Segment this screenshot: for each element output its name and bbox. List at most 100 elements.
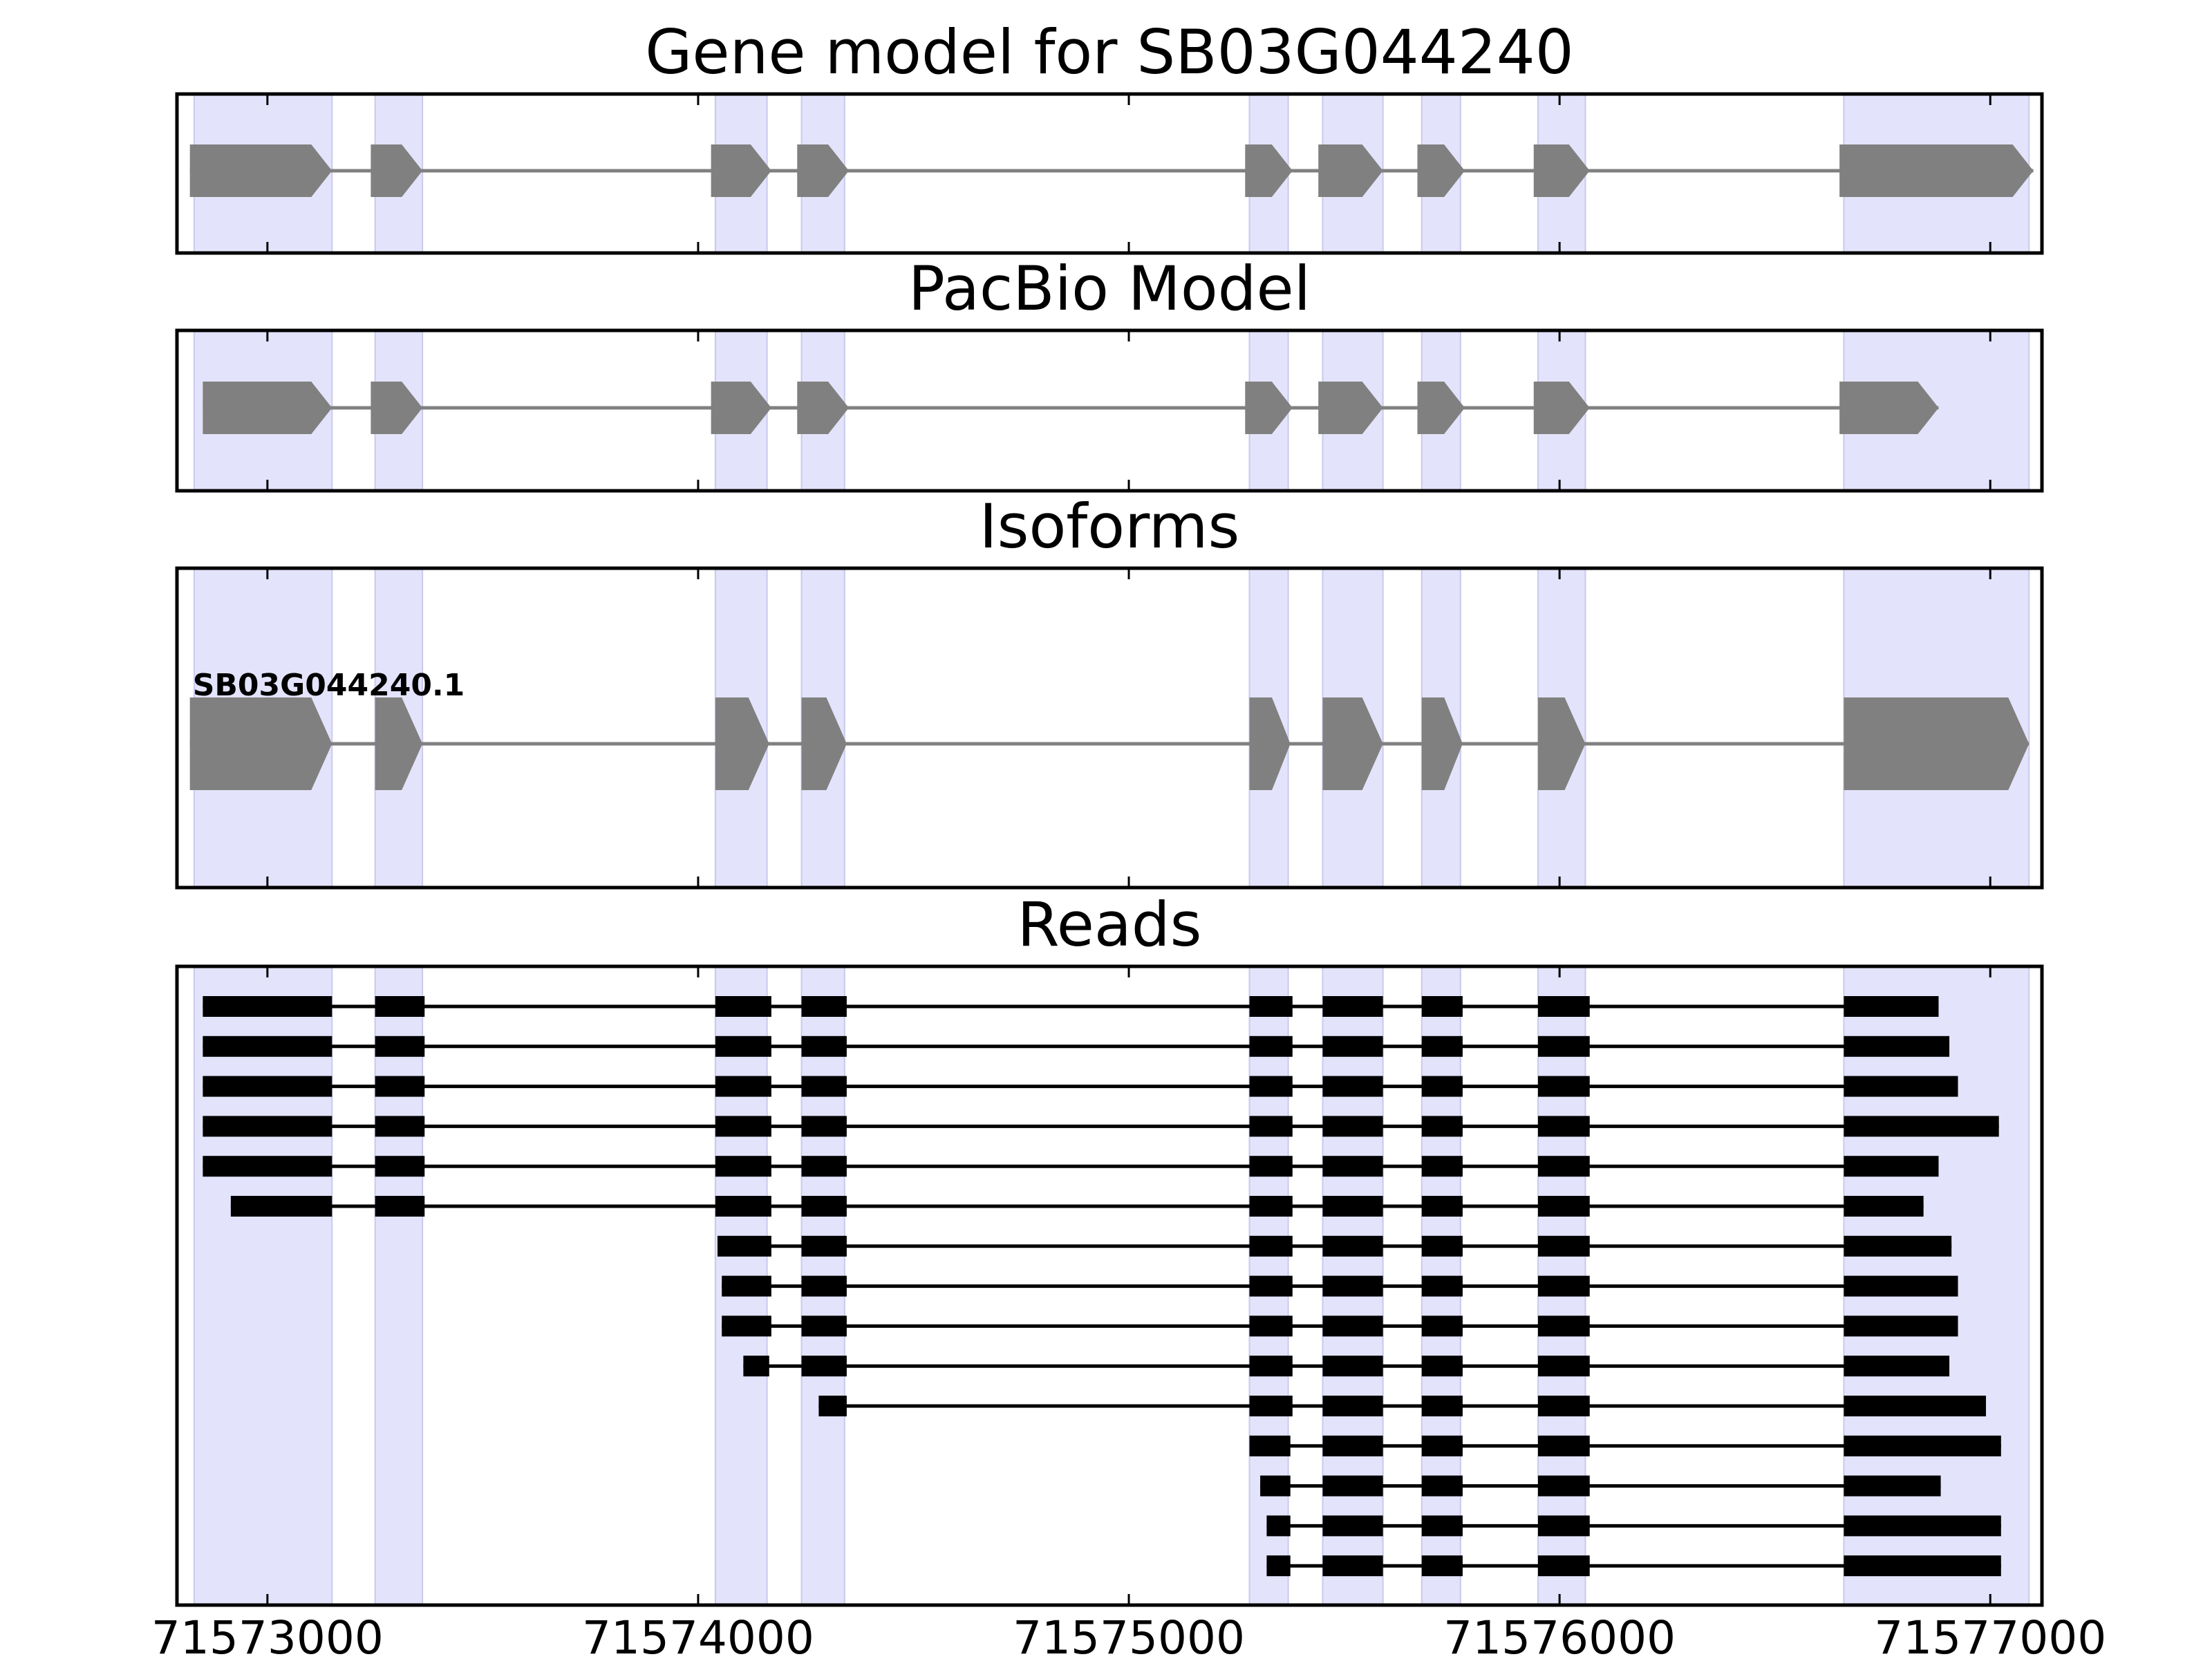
exon-block (715, 697, 769, 790)
panel-0: Gene model for SB03G044240 (175, 17, 2044, 255)
read-row (743, 1356, 1950, 1377)
exon-block (1417, 382, 1465, 434)
read-block (1322, 1555, 1383, 1577)
read-block (1844, 1116, 1999, 1137)
read-block (230, 1196, 332, 1217)
read-block (1249, 1315, 1293, 1337)
panel-ticks (266, 330, 1991, 491)
read-block (1266, 1515, 1291, 1537)
exon-block (189, 697, 332, 790)
exon-block (1839, 144, 2034, 197)
read-block (715, 1076, 771, 1097)
exon-block (711, 382, 771, 434)
panel-frame (175, 92, 2044, 255)
panel-title: Gene model for SB03G044240 (645, 17, 1574, 88)
read-block (1322, 996, 1383, 1017)
read-block (1249, 1275, 1293, 1297)
read-block (801, 1356, 847, 1377)
read-block (722, 1315, 771, 1337)
read-block (715, 1116, 771, 1137)
exon-block (203, 382, 332, 434)
read-row (1249, 1435, 2001, 1456)
read-block (1537, 1275, 1590, 1297)
read-block (1249, 996, 1293, 1017)
exon-block (1245, 144, 1293, 197)
read-block (1249, 1435, 1291, 1456)
read-block (1322, 1076, 1383, 1097)
read-block (1260, 1475, 1291, 1497)
read-row (818, 1396, 1986, 1416)
gene-structure (189, 144, 2034, 197)
exon-block (371, 382, 423, 434)
read-block (375, 1035, 425, 1057)
panel-1: PacBio Model (175, 253, 2044, 493)
read-row (230, 1196, 1924, 1217)
exon-block (1839, 382, 1939, 434)
read-block (1322, 1035, 1383, 1057)
read-block (1537, 1475, 1590, 1497)
exon-block (371, 144, 423, 197)
read-block (1537, 1356, 1590, 1377)
read-block (1844, 1035, 1950, 1057)
read-block (1844, 1555, 2001, 1577)
read-block (1537, 1156, 1590, 1177)
read-block (1537, 1435, 1590, 1456)
read-row (203, 996, 1939, 1017)
exon-block (711, 144, 771, 197)
read-block (1421, 1156, 1463, 1177)
read-row (1266, 1515, 2001, 1537)
panel-title: PacBio Model (908, 253, 1311, 324)
exon-block (1537, 697, 1586, 790)
x-axis: 71573000 71574000 71575000 71576000 71577000 (151, 1611, 2106, 1659)
read-block (715, 1196, 771, 1217)
read-block (1421, 1315, 1463, 1337)
read-block (1322, 1315, 1383, 1337)
read-block (1322, 1435, 1383, 1456)
read-block (1844, 1475, 1941, 1497)
read-block (1537, 1235, 1590, 1257)
read-block (1844, 1235, 1952, 1257)
read-block (1844, 1315, 1958, 1337)
read-block (203, 996, 332, 1017)
read-block (375, 1156, 425, 1177)
read-row (722, 1275, 1958, 1297)
read-block (818, 1396, 847, 1416)
read-block (203, 1116, 332, 1137)
read-block (1537, 1555, 1590, 1577)
read-row (203, 1035, 1950, 1057)
read-block (1249, 1156, 1293, 1177)
read-block (1322, 1356, 1383, 1377)
read-block (1537, 1196, 1590, 1217)
exon-block (797, 144, 850, 197)
exon-block (1421, 697, 1463, 790)
read-block (203, 1035, 332, 1057)
highlight-regions (193, 93, 2030, 254)
read-block (801, 1076, 847, 1097)
read-block (1249, 1235, 1293, 1257)
panel-title: Isoforms (980, 491, 1240, 562)
read-block (1537, 1315, 1590, 1337)
exon-block (797, 382, 850, 434)
read-block (1421, 1116, 1463, 1137)
panel-ticks (266, 94, 1991, 253)
isoform-0: SB03G044240.1 (189, 668, 2030, 790)
read-block (1249, 1035, 1293, 1057)
exon-block (801, 697, 847, 790)
read-block (1844, 1356, 1950, 1377)
read-block (801, 1275, 847, 1297)
read-block (1249, 1196, 1293, 1217)
read-block (1421, 1435, 1463, 1456)
isoform-label: SB03G044240.1 (193, 668, 465, 703)
read-block (722, 1275, 771, 1297)
highlight-region (374, 966, 424, 1606)
read-block (1249, 1396, 1293, 1416)
read-block (203, 1156, 332, 1177)
read-block (1421, 1035, 1463, 1057)
read-block (375, 1076, 425, 1097)
exon-block (1844, 697, 2030, 790)
read-block (1322, 1275, 1383, 1297)
x-tick-label: 71573000 (151, 1611, 384, 1659)
read-block (801, 1116, 847, 1137)
read-block (1537, 1515, 1590, 1537)
exon-block (1245, 382, 1293, 434)
